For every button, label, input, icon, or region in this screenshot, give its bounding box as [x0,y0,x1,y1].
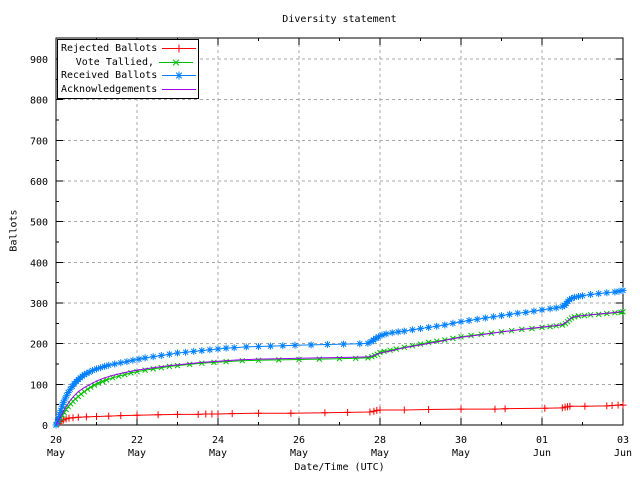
legend-sample-plus-marker [162,44,196,53]
y-tick-label: 400 [30,258,48,269]
legend-sample-graphic [159,58,193,66]
x-tick-label-month: May [371,448,389,459]
x-tick-label-day: 28 [374,435,386,446]
legend-label-vote-tallied: Vote Tallied, [75,56,154,68]
x-axis-label: Date/Time (UTC) [294,462,385,473]
legend-sample-cross-marker [159,58,193,66]
x-tick-label-day: 24 [212,435,224,446]
legend-sample-graphic [162,44,196,53]
legend-item-acknowledgements: Acknowledgements [58,83,198,97]
series-acknowledgements [55,311,624,426]
y-axis-label: Ballots [8,209,20,252]
legend-sample-star-marker [162,71,196,80]
y-tick-label: 500 [30,218,48,229]
x-tick-label-day: 20 [50,435,62,446]
legend-label-rejected-ballots: Rejected Ballots [61,43,158,55]
legend-item-rejected-ballots: Rejected Ballots [58,42,198,56]
chart-title: Diversity statement [282,14,397,25]
y-tick-label: 700 [30,136,48,147]
x-tick-label-month: Jun [614,448,632,459]
x-tick-label-day: 01 [536,435,548,446]
x-tick-label-month: May [452,448,470,459]
y-tick-label: 100 [30,380,48,391]
x-tick-label-month: May [209,448,227,459]
x-tick-label-day: 03 [617,435,629,446]
series-line [55,311,624,426]
legend-label-received-ballots: Received Ballots [61,70,158,82]
x-tick-label-month: May [47,448,65,459]
y-tick-label: 800 [30,96,48,107]
legend-item-received-ballots: Received Ballots [58,69,198,83]
y-tick-label: 900 [30,55,48,66]
y-tick-label: 300 [30,299,48,310]
legend-item-vote-tallied: Vote Tallied, [58,56,198,70]
legend-sample-line-only [162,88,196,90]
x-tick-label-month: May [128,448,146,459]
y-tick-label: 600 [30,177,48,188]
legend-label-acknowledgements: Acknowledgements [61,83,158,95]
x-tick-label-day: 26 [293,435,305,446]
x-tick-label-month: Jun [533,448,551,459]
gridlines [56,38,623,425]
y-tick-label: 0 [42,421,48,432]
legend-box: Rejected Ballots Vote Tallied, Received … [57,39,199,99]
x-tick-label-day: 22 [131,435,143,446]
legend-sample-graphic [162,71,196,80]
y-tick-label: 200 [30,340,48,351]
x-tick-label-day: 30 [455,435,467,446]
x-tick-label-month: May [290,448,308,459]
